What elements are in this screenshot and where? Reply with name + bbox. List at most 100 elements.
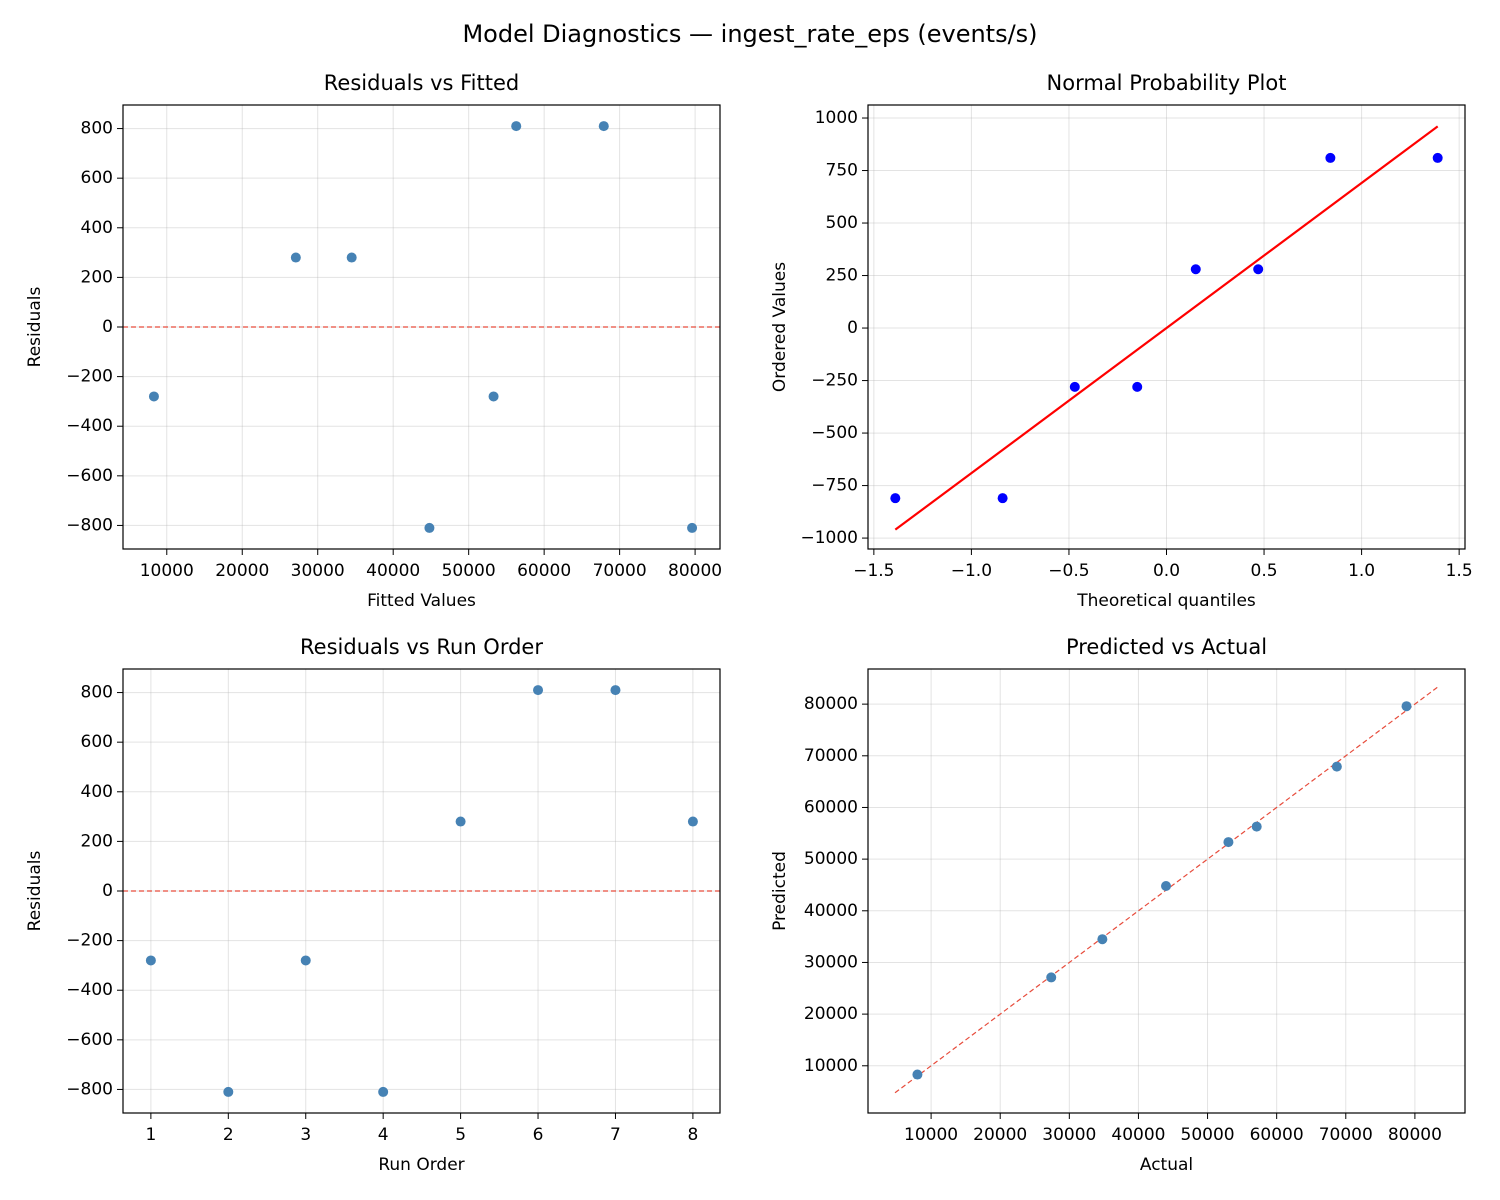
x-tick-label: 0.5 [1251,561,1278,581]
subplot-title: Residuals vs Fitted [324,71,519,95]
point [687,522,698,533]
y-tick-label: −400 [66,980,113,1000]
point [1432,152,1443,163]
axes-frame [867,668,1466,1114]
y-tick-label: −750 [811,476,858,496]
plot-area [894,686,1439,1094]
x-tick-label: 20000 [973,1125,1027,1145]
y-tick-label: 0 [102,317,113,337]
x-tick-label: 60000 [1250,1125,1304,1145]
x-tick-label: 8 [687,1125,698,1145]
y-tick-label: −400 [66,416,113,436]
y-tick-label: 0 [102,881,113,901]
point [687,816,698,827]
y-tick-label: 600 [81,732,113,752]
y-tick-label: −500 [811,423,858,443]
x-tick-label: 1 [145,1125,156,1145]
point [598,121,609,132]
point [1132,381,1143,392]
point [1190,264,1201,275]
y-tick-label: 0 [847,318,858,338]
x-tick-label: 40000 [1111,1125,1165,1145]
x-axis-label: Theoretical quantiles [1076,591,1256,611]
y-tick-label: 80000 [804,694,858,714]
y-tick-label: 1000 [815,108,858,128]
x-tick-label: 40000 [366,561,420,581]
x-tick-label: 10000 [904,1125,958,1145]
x-tick-label: 3 [300,1125,311,1145]
axes-frame [122,104,721,550]
y-tick-label: 250 [826,266,858,286]
point [145,955,156,966]
x-tick-label: 80000 [668,561,722,581]
y-tick-label: 800 [81,683,113,703]
plot-area [890,125,1443,531]
x-tick-label: 0.0 [1153,561,1180,581]
plot-area [123,121,720,533]
x-tick-label: 50000 [442,561,496,581]
point [1161,880,1172,891]
point [223,1086,234,1097]
y-tick-label: 400 [81,218,113,238]
y-tick-label: −800 [66,1079,113,1099]
point [533,685,544,696]
y-tick-label: 200 [81,267,113,287]
subplot-title: Normal Probability Plot [1047,71,1287,95]
x-tick-label: −0.5 [1048,561,1089,581]
y-tick-label: 40000 [804,901,858,921]
fit-line [894,125,1439,531]
point [1251,821,1262,832]
x-tick-label: 10000 [140,561,194,581]
point [610,685,621,696]
point [1097,934,1108,945]
point [424,522,435,533]
x-axis-label: Actual [1140,1155,1193,1175]
x-tick-label: 50000 [1181,1125,1235,1145]
y-tick-label: −1000 [800,528,858,548]
y-tick-label: −200 [66,931,113,951]
point [1069,381,1080,392]
subplot-title: Predicted vs Actual [1066,635,1267,659]
point [511,121,522,132]
point [912,1069,923,1080]
y-tick-label: 10000 [804,1056,858,1076]
x-tick-label: 1.0 [1348,561,1375,581]
y-tick-label: −200 [66,367,113,387]
x-tick-label: 7 [610,1125,621,1145]
y-tick-label: −250 [811,371,858,391]
point [488,391,499,402]
y-axis-label: Residuals [25,287,45,368]
x-tick-label: 30000 [1042,1125,1096,1145]
y-tick-label: 500 [826,213,858,233]
y-tick-label: −600 [66,1030,113,1050]
x-tick-label: 60000 [517,561,571,581]
plot-area [123,685,720,1097]
y-tick-label: 600 [81,168,113,188]
x-tick-label: −1.5 [853,561,894,581]
x-tick-label: 5 [455,1125,466,1145]
point [1331,761,1342,772]
y-tick-label: 750 [826,161,858,181]
axes-frame [867,104,1466,550]
point [378,1086,389,1097]
x-axis-label: Fitted Values [367,591,476,611]
y-axis-label: Predicted [770,851,790,931]
point [290,252,301,263]
x-tick-label: 6 [533,1125,544,1145]
point [346,252,357,263]
y-axis-label: Ordered Values [770,262,790,392]
x-tick-label: 20000 [215,561,269,581]
y-tick-label: 400 [81,782,113,802]
y-tick-label: −800 [66,515,113,535]
point [148,391,159,402]
x-tick-label: 80000 [1388,1125,1442,1145]
point [890,493,901,504]
point [1223,837,1234,848]
x-tick-label: 4 [378,1125,389,1145]
x-axis-label: Run Order [378,1155,464,1175]
y-tick-label: 200 [81,831,113,851]
figure-title: Model Diagnostics — ingest_rate_eps (eve… [462,20,1037,48]
point [455,816,466,827]
